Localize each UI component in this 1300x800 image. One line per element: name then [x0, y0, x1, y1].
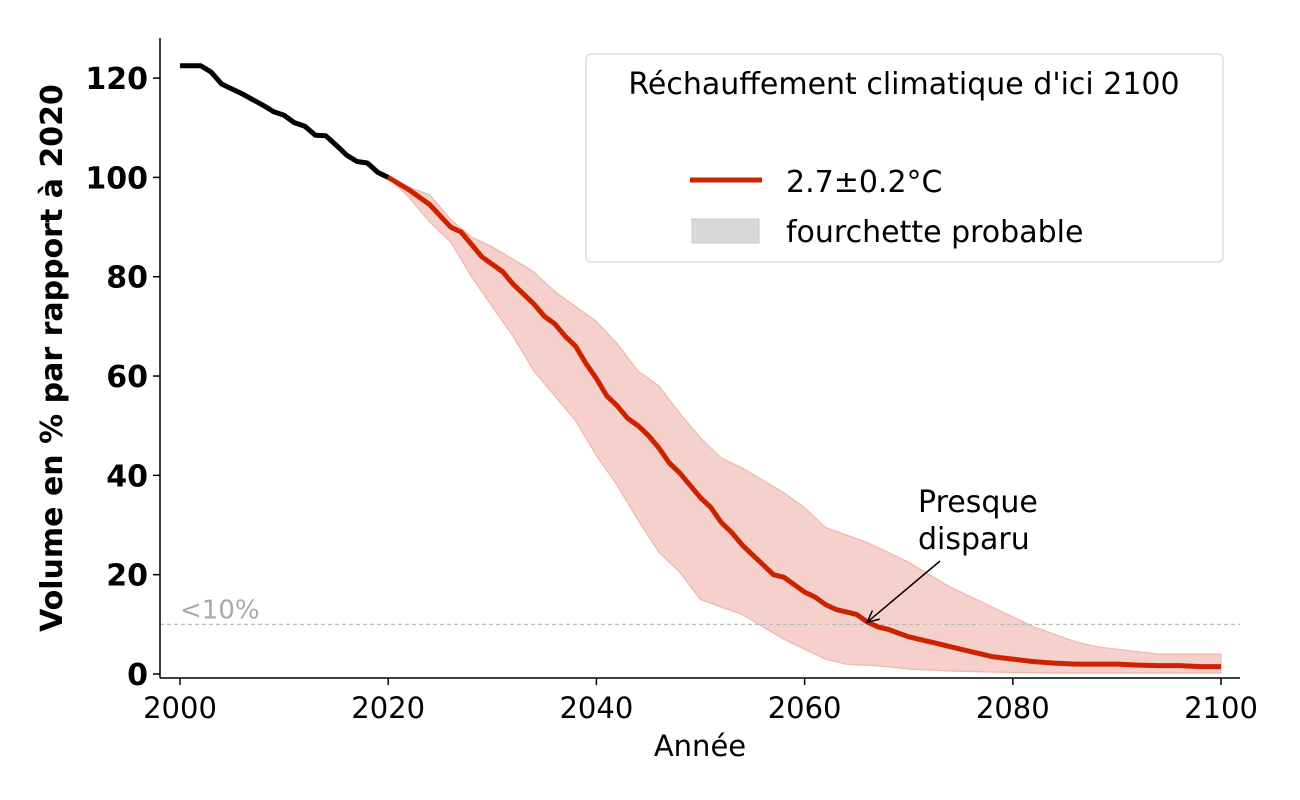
legend-entry-projection: 2.7±0.2°C	[786, 165, 943, 200]
annotation: Presque disparu	[865, 485, 1038, 624]
x-tick-label: 2060	[768, 691, 842, 725]
likely-range-band	[387, 176, 1222, 674]
y-tick-label: 60	[106, 360, 148, 395]
legend-box	[585, 53, 1224, 263]
x-tick-label: 2040	[559, 691, 633, 725]
y-tick-label: 20	[106, 559, 148, 594]
annotation-line-1: Presque	[918, 485, 1038, 520]
y-tick-label: 0	[127, 658, 148, 693]
x-tick-label: 2020	[351, 691, 425, 725]
x-tick-label: 2100	[1184, 691, 1258, 725]
threshold-label: <10%	[180, 595, 260, 625]
y-tick-label: 120	[85, 62, 148, 97]
legend-title: Réchauffement climatique d'ici 2100	[628, 67, 1179, 102]
y-tick-label: 80	[106, 261, 148, 296]
historical-line	[180, 63, 390, 180]
y-tick-label: 100	[85, 161, 148, 196]
x-tick-label: 2080	[976, 691, 1050, 725]
y-tick-label: 40	[106, 459, 148, 494]
projection-series-layer	[386, 175, 1221, 670]
historical-series-layer	[180, 63, 390, 180]
annotation-line-2: disparu	[918, 522, 1030, 557]
projection-line	[386, 175, 1221, 670]
y-axis-label: Volume en % par rapport à 2020	[35, 84, 70, 632]
annotation-arrow-head	[865, 610, 880, 624]
annotation-arrow-line	[866, 560, 941, 623]
likely-range-band-layer	[387, 176, 1222, 674]
legend-band-swatch	[691, 218, 760, 244]
x-axis-label: Année	[654, 729, 746, 763]
legend-entry-likely-range: fourchette probable	[786, 215, 1083, 250]
x-tick-label: 2000	[143, 691, 217, 725]
legend: Réchauffement climatique d'ici 2100 2.7±…	[585, 53, 1224, 263]
